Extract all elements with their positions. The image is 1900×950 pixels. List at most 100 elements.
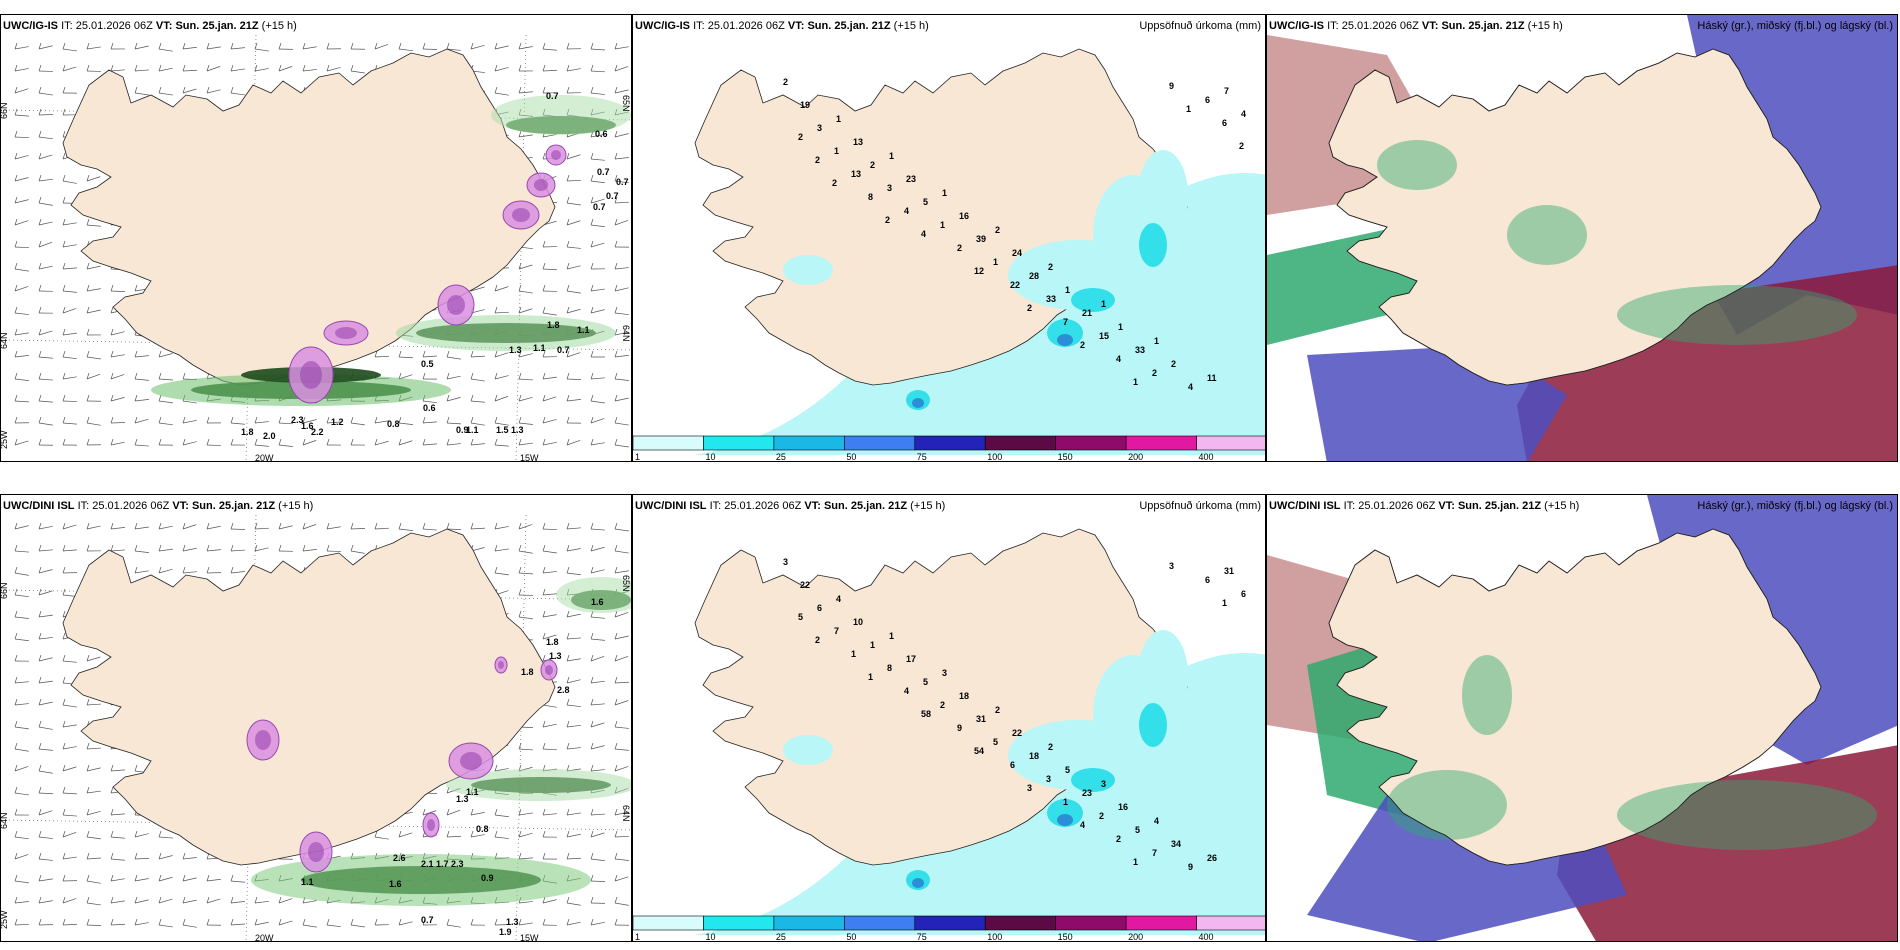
- wind-barb: [182, 400, 197, 404]
- wind-barb: [14, 726, 29, 730]
- wind-barb: [542, 528, 558, 531]
- wind-barb-flag: [14, 654, 18, 662]
- wind-barb: [566, 378, 582, 380]
- precip-area: [1138, 150, 1188, 240]
- wind-barb: [302, 419, 317, 424]
- wind-barb-flag: [566, 610, 570, 618]
- wind-barb-flag: [134, 86, 138, 94]
- wind-barb-flag: [38, 896, 42, 904]
- wind-barb: [110, 813, 125, 816]
- wind-barb-flag: [62, 852, 66, 860]
- wind-barb-flag: [278, 522, 282, 530]
- wind-barb: [62, 524, 77, 530]
- wind-barb: [38, 356, 53, 359]
- precip-area: [1138, 630, 1188, 720]
- wind-barb-flag: [590, 676, 594, 684]
- wind-barb: [14, 400, 29, 403]
- wind-barb-flag: [590, 218, 594, 226]
- precip-value-label: 7: [1224, 86, 1229, 96]
- wind-barb: [110, 69, 125, 72]
- wind-barb-flag: [542, 654, 546, 662]
- wind-barb: [86, 373, 101, 380]
- precip-core: [1071, 288, 1115, 312]
- wind-barb: [62, 660, 77, 663]
- wind-barb: [134, 526, 149, 530]
- wind-barb: [14, 155, 29, 160]
- wind-value-label: 1.1: [533, 343, 546, 353]
- wind-barb-flag: [62, 676, 66, 684]
- wind-barb: [494, 422, 509, 426]
- snow-core: [460, 752, 482, 770]
- precip-value-label: 18: [959, 691, 969, 701]
- wind-barb-flag: [14, 306, 18, 314]
- wind-barb: [158, 92, 173, 96]
- wind-barb-flag: [86, 42, 90, 50]
- cloud-overlay: [1462, 655, 1512, 735]
- wind-barb-flag: [38, 918, 42, 926]
- wind-barb: [518, 91, 533, 94]
- precip-value-label: 3: [1046, 774, 1051, 784]
- wind-barb: [494, 526, 509, 530]
- wind-barb-flag: [110, 764, 114, 772]
- wind-barb: [14, 199, 29, 204]
- wind-barb-flag: [398, 42, 402, 50]
- precip-value-label: 8: [887, 663, 892, 673]
- snow-core: [498, 661, 504, 669]
- wind-barb: [110, 923, 125, 926]
- wind-barb: [518, 550, 533, 554]
- wind-barb: [566, 613, 581, 618]
- panel-right-title: Uppsöfnuð úrkoma (mm): [1139, 500, 1261, 512]
- wind-barb: [494, 375, 509, 380]
- wind-barb: [614, 528, 629, 532]
- wind-barb-flag: [614, 764, 618, 772]
- wind-barb-flag: [518, 830, 522, 838]
- precip-value-label: 4: [904, 686, 909, 696]
- wind-barb: [38, 770, 53, 774]
- wind-barb: [182, 857, 197, 860]
- wind-barb-flag: [206, 896, 210, 904]
- wind-barb: [590, 92, 605, 95]
- wind-barb-flag: [14, 438, 18, 446]
- wind-barb-flag: [518, 306, 522, 314]
- wind-barb: [134, 550, 149, 553]
- wind-value-label: 0.9: [456, 425, 469, 435]
- wind-barb: [542, 593, 557, 596]
- wind-barb-flag: [62, 196, 66, 204]
- wind-barb-flag: [62, 522, 66, 530]
- wind-barb: [110, 549, 125, 552]
- precip-value-label: 4: [1080, 820, 1085, 830]
- colorbar-tick: 400: [1199, 932, 1214, 942]
- wind-barb: [518, 748, 533, 751]
- wind-barb-flag: [566, 240, 570, 248]
- wind-barb-flag: [38, 654, 42, 662]
- wind-barb-flag: [518, 438, 522, 446]
- wind-barb: [14, 312, 29, 315]
- colorbar-swatch: [984, 435, 1056, 451]
- wind-barb-flag: [518, 42, 522, 50]
- precip-value-label: 2: [1116, 834, 1121, 844]
- wind-barb: [446, 356, 461, 360]
- wind-barb-flag: [62, 86, 66, 94]
- wind-barb-flag: [566, 544, 570, 552]
- wind-barb-flag: [206, 86, 210, 94]
- wind-barb: [14, 854, 29, 860]
- wind-barb-flag: [110, 874, 114, 882]
- wind-barb-flag: [158, 852, 162, 860]
- wind-barb: [158, 836, 173, 839]
- wind-barb-flag: [110, 896, 114, 904]
- wind-barb: [470, 422, 485, 426]
- wind-barb: [518, 524, 533, 530]
- wind-barb-flag: [182, 42, 186, 50]
- wind-barb-flag: [134, 416, 138, 424]
- wind-barb: [38, 657, 53, 662]
- lat-label-64n: 64N: [1, 332, 9, 349]
- wind-barb: [566, 265, 581, 270]
- wind-barb: [590, 546, 605, 552]
- snow-core: [335, 327, 357, 339]
- wind-barb: [614, 66, 629, 72]
- wind-barb: [494, 395, 509, 402]
- wind-barb: [182, 899, 197, 904]
- wind-barb-flag: [398, 416, 402, 424]
- precip-value-label: 6: [817, 603, 822, 613]
- wind-barb-flag: [230, 544, 234, 552]
